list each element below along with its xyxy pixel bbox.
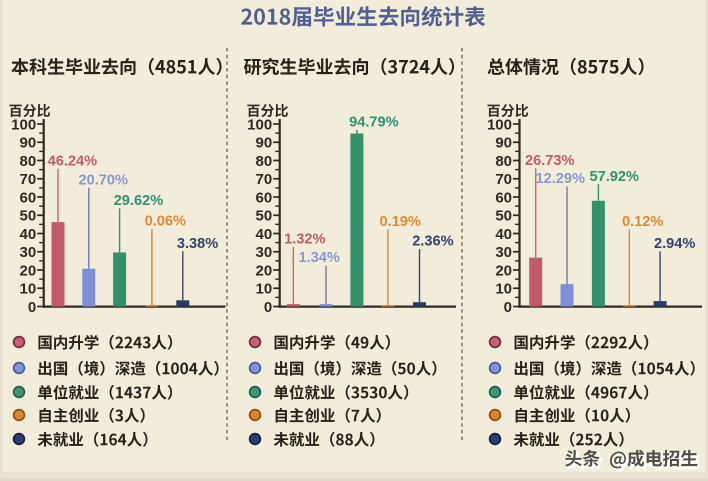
svg-text:40: 40 [495, 226, 512, 243]
svg-text:10: 10 [20, 281, 37, 298]
svg-text:57.92%: 57.92% [590, 169, 640, 185]
svg-text:40: 40 [20, 226, 37, 243]
svg-text:0.06%: 0.06% [145, 214, 186, 230]
svg-text:46.24%: 46.24% [48, 153, 98, 169]
svg-text:70: 70 [495, 171, 512, 188]
svg-text:94.79%: 94.79% [349, 114, 399, 130]
svg-text:2.36%: 2.36% [412, 234, 453, 250]
svg-text:10: 10 [495, 281, 512, 298]
svg-text:2.94%: 2.94% [654, 236, 695, 252]
svg-text:100: 100 [11, 116, 36, 133]
svg-text:20: 20 [256, 262, 273, 279]
svg-text:0.12%: 0.12% [622, 214, 663, 230]
svg-text:12.29%: 12.29% [536, 171, 586, 187]
svg-text:10: 10 [256, 281, 273, 298]
svg-text:20.70%: 20.70% [79, 172, 129, 188]
svg-text:1.34%: 1.34% [299, 250, 340, 266]
svg-text:20: 20 [495, 262, 512, 279]
svg-text:70: 70 [256, 171, 273, 188]
svg-text:90: 90 [256, 135, 273, 152]
svg-text:50: 50 [20, 208, 37, 225]
svg-text:26.73%: 26.73% [525, 153, 575, 169]
svg-text:40: 40 [256, 226, 273, 243]
svg-text:80: 80 [256, 153, 273, 170]
svg-text:100: 100 [487, 116, 512, 133]
svg-text:3.38%: 3.38% [177, 236, 218, 252]
svg-text:90: 90 [495, 135, 512, 152]
svg-text:29.62%: 29.62% [114, 193, 164, 209]
svg-text:30: 30 [20, 244, 37, 261]
svg-text:1.32%: 1.32% [284, 232, 325, 248]
svg-text:90: 90 [20, 135, 37, 152]
svg-text:0: 0 [264, 299, 272, 316]
svg-text:80: 80 [495, 153, 512, 170]
svg-text:30: 30 [256, 244, 273, 261]
svg-text:50: 50 [495, 208, 512, 225]
svg-text:80: 80 [20, 153, 37, 170]
svg-text:0.19%: 0.19% [380, 214, 421, 230]
svg-text:60: 60 [20, 189, 37, 206]
svg-text:0: 0 [28, 299, 36, 316]
svg-text:0: 0 [504, 299, 512, 316]
svg-text:20: 20 [20, 262, 37, 279]
svg-text:60: 60 [495, 189, 512, 206]
svg-text:60: 60 [256, 189, 273, 206]
svg-text:100: 100 [247, 116, 272, 133]
svg-text:50: 50 [256, 208, 273, 225]
svg-text:30: 30 [495, 244, 512, 261]
svg-text:70: 70 [20, 171, 37, 188]
